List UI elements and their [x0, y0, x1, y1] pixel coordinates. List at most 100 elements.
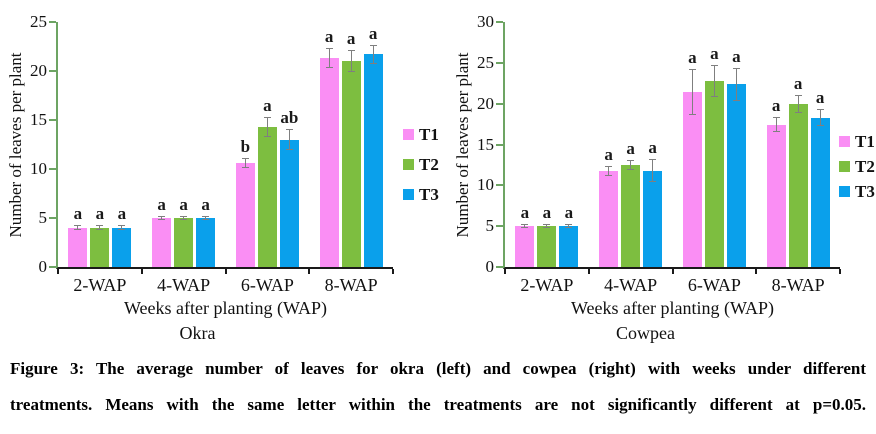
- error-bar-cap-bottom: [543, 227, 551, 229]
- error-bar-cap-top: [688, 69, 696, 71]
- bar-slot-okra-4-wap-t3: a: [196, 22, 216, 267]
- error-bar-cap-top: [96, 225, 104, 227]
- bar-t2: [704, 80, 724, 267]
- sig-letter: a: [710, 44, 719, 64]
- legend-label-t3: T3: [855, 182, 875, 201]
- x-category-label-8-wap: 8-WAP: [771, 275, 825, 295]
- error-bar-cap-bottom: [202, 218, 210, 220]
- error-bar-cap-bottom: [74, 229, 82, 231]
- y-tick-label: 10: [30, 159, 47, 178]
- y-tick-label: 15: [30, 110, 47, 129]
- bar-group-6-wap: b a ab: [226, 22, 310, 267]
- plot-area-okra: a a a a a a b a ab a a a: [49, 21, 394, 274]
- sig-letter: a: [324, 27, 334, 47]
- x-category-label-4-wap: 4-WAP: [157, 275, 211, 295]
- error-bar-cap-bottom: [96, 229, 104, 231]
- sig-letter: a: [771, 96, 781, 116]
- error-bar: [735, 68, 737, 100]
- error-bar-cap-bottom: [347, 71, 355, 72]
- error-bar-cap-top: [285, 128, 293, 130]
- error-bar-cap-top: [794, 94, 802, 96]
- error-bar-cap-top: [605, 165, 613, 167]
- error-bar-cap-top: [74, 225, 82, 227]
- y-tick-mark: [49, 217, 56, 219]
- error-bar-cap-top: [521, 223, 529, 225]
- y-tick-label: 20: [477, 93, 494, 113]
- legend-label-t2: T2: [855, 157, 875, 176]
- bar-t2: [537, 226, 557, 267]
- legend-item-t1: T1: [839, 133, 875, 150]
- chart-cowpea: Number of leaves per plant 0 5 10 15 20 25 30 a a…: [438, 0, 876, 345]
- x-tick-mark: [587, 269, 590, 274]
- error-bar-cap-bottom: [118, 229, 126, 231]
- y-tick-mark: [49, 70, 56, 72]
- error-bar: [99, 226, 101, 230]
- error-bar-cap-top: [816, 109, 824, 111]
- bar-slot-cowpea-8-wap-t1: a: [766, 22, 786, 267]
- legend-item-t2: T2: [403, 156, 439, 173]
- bar-slot-cowpea-2-wap-t2: a: [537, 22, 557, 267]
- sig-letter: a: [626, 138, 635, 158]
- error-bar: [350, 51, 352, 71]
- error-bar: [244, 159, 246, 168]
- error-bar-cap-top: [347, 50, 355, 52]
- x-tick-mark: [308, 269, 311, 274]
- chart-title-okra: Okra: [179, 323, 216, 343]
- bar-t3: [726, 84, 746, 267]
- error-bar-cap-bottom: [772, 131, 780, 133]
- y-tick-label: 25: [477, 52, 494, 72]
- error-bar: [372, 45, 374, 64]
- error-bar: [713, 66, 715, 96]
- error-bar-cap-bottom: [627, 169, 635, 170]
- chart-okra: Number of leaves per plant 0 5 10 15 20 25 a a a a…: [0, 0, 439, 345]
- bar-slot-okra-2-wap-t2: a: [90, 22, 110, 267]
- x-tick-mark: [504, 269, 506, 274]
- sig-letter: a: [346, 29, 356, 49]
- y-tick-label: 20: [30, 61, 47, 80]
- legend-swatch-t3: [403, 189, 414, 200]
- sig-letter: a: [201, 195, 210, 215]
- x-category-labels: 2-WAP 4-WAP 6-WAP 8-WAP: [58, 275, 393, 296]
- sig-letter: a: [648, 138, 657, 158]
- y-tick-mark: [49, 168, 56, 170]
- error-bar: [797, 95, 799, 112]
- y-tick-label: 0: [485, 257, 495, 276]
- bar-t2: [90, 227, 110, 267]
- error-bar-cap-top: [732, 67, 740, 69]
- bar-slot-okra-6-wap-t2: a: [257, 22, 277, 267]
- x-tick-mark: [839, 269, 841, 274]
- bar-t2: [621, 164, 641, 267]
- error-bar-cap-top: [627, 159, 635, 161]
- legend-label-t1: T1: [419, 125, 439, 144]
- error-bar: [652, 160, 654, 182]
- sig-letter: a: [95, 204, 105, 224]
- x-tick-mark: [224, 269, 227, 274]
- error-bar: [819, 110, 821, 125]
- error-bar-cap-bottom: [180, 218, 188, 220]
- y-tick-label: 15: [477, 134, 494, 154]
- bar-t1: [68, 227, 88, 267]
- error-bar-cap-bottom: [649, 181, 657, 183]
- x-tick-mark: [57, 269, 59, 274]
- figure-caption: Figure 3: The average number of leaves f…: [10, 351, 866, 423]
- sig-letter: a: [542, 202, 552, 222]
- chart-title-cowpea: Cowpea: [616, 323, 675, 343]
- x-tick-mark: [392, 269, 394, 274]
- y-tick-mark: [496, 21, 503, 23]
- error-bar: [546, 224, 548, 228]
- legend-label-t1: T1: [855, 132, 875, 151]
- error-bar-cap-top: [565, 223, 573, 225]
- error-bar-cap-top: [772, 117, 780, 119]
- bar-slot-okra-6-wap-t3: ab: [279, 22, 299, 267]
- sig-letter: a: [732, 46, 741, 66]
- legend-swatch-t1: [403, 129, 414, 140]
- error-bar-cap-top: [241, 158, 249, 160]
- bar-t3: [112, 227, 132, 267]
- sig-letter: a: [368, 23, 378, 43]
- y-tick-label: 25: [30, 12, 47, 31]
- bar-slot-okra-2-wap-t1: a: [68, 22, 88, 267]
- sig-letter: a: [157, 195, 166, 215]
